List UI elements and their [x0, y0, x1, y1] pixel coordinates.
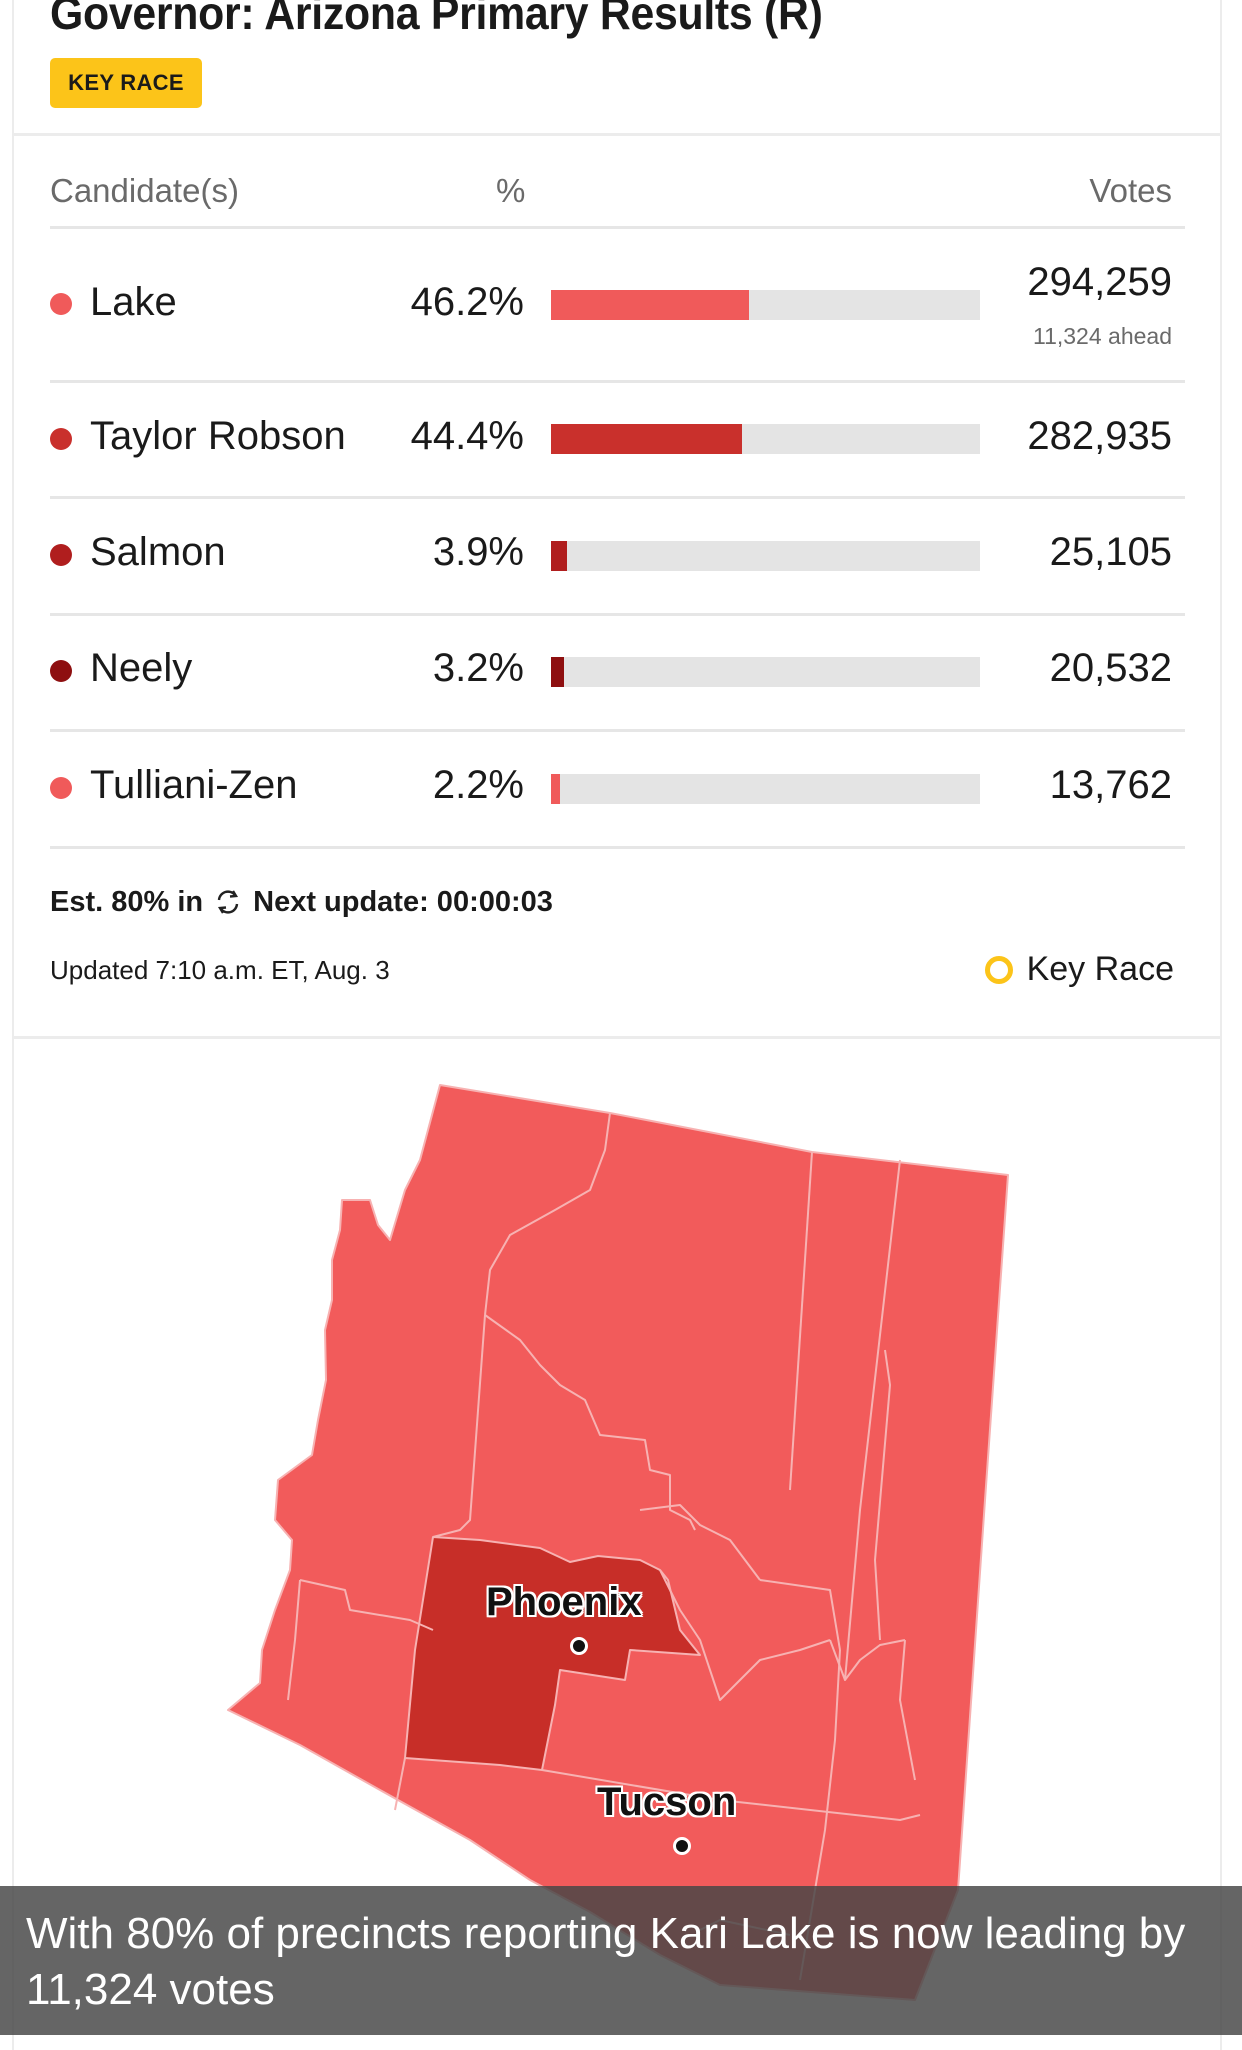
candidate-color-dot — [50, 428, 72, 450]
map-divider — [14, 1036, 1222, 1039]
vote-share-bar — [551, 424, 980, 454]
column-header-votes: Votes — [1089, 172, 1172, 209]
table-row: Taylor Robson 44.4% 282,935 — [0, 0, 1242, 458]
key-race-legend-label: Key Race — [1026, 950, 1174, 988]
candidate-name: Salmon — [90, 530, 226, 574]
vote-share-bar — [551, 657, 980, 687]
candidate-color-dot — [50, 660, 72, 682]
candidate-color-dot — [50, 777, 72, 799]
candidate-percent: 2.2% — [432, 763, 524, 807]
table-row: Salmon 3.9% 25,105 — [0, 0, 1242, 574]
city-marker-phoenix — [570, 1637, 588, 1655]
table-row: Neely 3.2% 20,532 — [0, 0, 1242, 690]
table-row: Tulliani-Zen 2.2% 13,762 — [0, 0, 1242, 807]
column-header-percent: % — [496, 172, 526, 209]
key-race-legend: Key Race — [984, 950, 1174, 989]
candidate-percent: 46.2% — [410, 280, 524, 324]
candidate-votes: 20,532 — [1049, 646, 1172, 690]
city-marker-tucson — [673, 1837, 691, 1855]
vote-share-fill — [551, 424, 742, 454]
candidate-votes: 294,259 — [1027, 260, 1172, 304]
refresh-icon[interactable] — [211, 885, 245, 919]
row-rule — [50, 380, 1185, 383]
row-rule — [50, 496, 1185, 499]
column-header-candidate: Candidate(s) — [50, 172, 239, 209]
state-outline — [227, 1084, 1009, 2001]
candidate-name: Neely — [90, 646, 193, 690]
vote-share-bar — [551, 290, 980, 320]
reporting-status: Est. 80% in Next update: 00:00:03 — [50, 885, 553, 919]
vote-share-fill — [551, 774, 560, 804]
row-rule — [50, 613, 1185, 616]
next-update-countdown: Next update: 00:00:03 — [253, 885, 553, 918]
vote-share-fill — [551, 541, 567, 571]
key-race-badge: KEY RACE — [50, 58, 202, 108]
city-label-tucson: Tucson — [597, 1780, 737, 1824]
vote-share-bar — [551, 541, 980, 571]
vote-share-fill — [551, 657, 564, 687]
estimate-reporting: Est. 80% in — [50, 885, 204, 918]
header-divider — [14, 133, 1222, 136]
results-card — [12, 0, 1222, 2050]
row-rule — [50, 729, 1185, 732]
city-label-phoenix: Phoenix — [486, 1580, 642, 1624]
candidate-votes: 25,105 — [1049, 530, 1172, 574]
lead-margin: 11,324 ahead — [1033, 323, 1172, 349]
candidate-name: Tulliani-Zen — [90, 763, 298, 807]
page-title: Governor: Arizona Primary Results (R) — [50, 0, 823, 39]
vote-share-bar — [551, 774, 980, 804]
candidate-percent: 44.4% — [410, 414, 524, 458]
table-row: Lake 46.2% 294,259 11,324 ahead — [0, 0, 1242, 349]
candidate-name: Lake — [90, 280, 177, 324]
candidate-color-dot — [50, 544, 72, 566]
county-maricopa — [404, 1536, 701, 1771]
key-race-ring-icon — [984, 955, 1013, 984]
candidate-percent: 3.9% — [432, 530, 524, 574]
candidate-color-dot — [50, 293, 72, 315]
image-caption: With 80% of precincts reporting Kari Lak… — [0, 1886, 1242, 2035]
candidate-votes: 282,935 — [1027, 414, 1172, 458]
row-rule — [50, 846, 1185, 849]
county-results-map[interactable]: Phoenix Tucson — [0, 1040, 1242, 2035]
header-rule — [50, 226, 1185, 229]
last-updated: Updated 7:10 a.m. ET, Aug. 3 — [50, 955, 390, 985]
candidate-votes: 13,762 — [1049, 763, 1172, 807]
vote-share-fill — [551, 290, 749, 320]
candidate-name: Taylor Robson — [90, 414, 346, 458]
candidate-percent: 3.2% — [432, 646, 524, 690]
